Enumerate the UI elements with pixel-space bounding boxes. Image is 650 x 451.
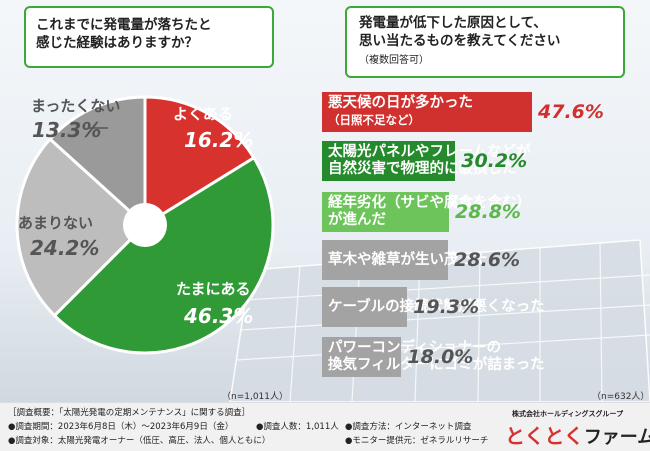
survey-count: ●調査人数：1,011人	[256, 422, 339, 432]
bar-value-label: 28.8%	[455, 201, 521, 223]
pie-label-never: まったくない	[31, 97, 121, 115]
pie-question-box: これまでに発電量が落ちたと 感じた経験はありますか？	[24, 6, 274, 68]
bar-text-line2: （日照不足など）	[328, 113, 420, 127]
pie-value-sometimes: 46.3%	[184, 304, 254, 328]
bar: パワーコンディショナーの 換気フィルターにゴミが詰まった	[322, 337, 545, 377]
pie-question-line2: 感じた経験はありますか？	[36, 35, 198, 51]
bar: ケーブルの接続状態が悪くなった	[322, 287, 545, 327]
survey-method: ●調査方法：インターネット調査	[345, 422, 472, 432]
pie-value-rarely: 24.2%	[30, 236, 100, 260]
bar-text-line1: 草木や雑草が生い茂った	[328, 251, 488, 268]
logo-company: 株式会社ホールディングスグループ	[512, 410, 624, 418]
pie-label-sometimes: たまにある	[176, 280, 251, 298]
pie-label-rarely: あまりない	[18, 214, 94, 232]
bar-value-label: 18.0%	[407, 346, 474, 368]
bar-row: 太陽光パネルやフレームなどが 自然災害で物理的に破損した 30.2%	[322, 141, 531, 181]
bar-n-label: （n=632人）	[592, 392, 650, 402]
pie-value-often: 16.2%	[184, 128, 254, 152]
bar-text-line1: パワーコンディショナーの	[328, 340, 501, 356]
bar-value-label: 30.2%	[461, 150, 528, 172]
bar-row: 草木や雑草が生い茂った 28.6%	[322, 240, 520, 280]
pie-slice-often	[143, 95, 256, 228]
bar-question-line1: 発電量が低下した原因として、	[359, 15, 547, 31]
bar-text-line1: 悪天候の日が多かった	[328, 95, 473, 111]
survey-target: ●調査対象：太陽光発電オーナー（低圧、高圧、法人、個人ともに）	[8, 436, 271, 446]
bar-row: 悪天候の日が多かった （日照不足など） 47.6%	[322, 92, 604, 132]
bar-text-line2: 自然災害で物理的に破損した	[328, 161, 517, 177]
survey-footer	[0, 402, 650, 451]
bar-text-line1: ケーブルの接続状態が悪くなった	[328, 298, 545, 315]
bar-row: 経年劣化（サビや腐食を含む） が進んだ 28.8%	[322, 192, 531, 232]
bar: 経年劣化（サビや腐食を含む） が進んだ	[322, 192, 531, 232]
logo-part1: とくとく	[505, 424, 584, 448]
bar-value-label: 19.3%	[413, 296, 480, 318]
bar-text-line1: 経年劣化（サビや腐食を含む）	[328, 195, 531, 211]
bar-question-line2: 思い当たるものを教えてください	[359, 33, 561, 49]
pie-label-often: よくある	[173, 105, 234, 123]
survey-title: ［調査概要：「太陽光発電の定期メンテナンス」に関する調査］	[8, 408, 251, 418]
logo-part2: ファーム	[583, 427, 650, 448]
bar-text-line2: が進んだ	[328, 212, 386, 228]
bar-value-label: 47.6%	[538, 101, 604, 123]
bar: 悪天候の日が多かった （日照不足など）	[322, 92, 532, 132]
pie-question-line1: これまでに発電量が落ちたと	[36, 17, 212, 33]
bar-row: ケーブルの接続状態が悪くなった 19.3%	[322, 287, 545, 327]
bar: 太陽光パネルやフレームなどが 自然災害で物理的に破損した	[322, 141, 531, 181]
bar-value-label: 28.6%	[454, 249, 521, 271]
survey-provider: ●モニター提供元：ゼネラルリサーチ	[345, 436, 489, 446]
pie-value-never: 13.3%	[32, 118, 102, 142]
bar-question-note: （複数回答可）	[359, 55, 429, 66]
logo: とくとくファーム	[505, 420, 650, 449]
pie-slice-rarely	[15, 137, 148, 318]
pie-n-label: （n=1,011人）	[222, 392, 289, 402]
bar-text-line2: 換気フィルターにゴミが詰まった	[328, 357, 545, 373]
bar-text-line1: 太陽光パネルやフレームなどが	[328, 144, 531, 160]
pie-slice-sometimes	[52, 155, 275, 355]
bar: 草木や雑草が生い茂った	[322, 240, 488, 280]
pie-center-hole	[123, 203, 167, 247]
bar-row: パワーコンディショナーの 換気フィルターにゴミが詰まった 18.0%	[322, 337, 545, 377]
pie-slice-never	[47, 95, 147, 229]
bar-question-box: 発電量が低下した原因として、 思い当たるものを教えてください （複数回答可）	[345, 6, 625, 78]
survey-period: ●調査期間：2023年6月8日（木）～2023年6月9日（金）	[8, 422, 234, 432]
